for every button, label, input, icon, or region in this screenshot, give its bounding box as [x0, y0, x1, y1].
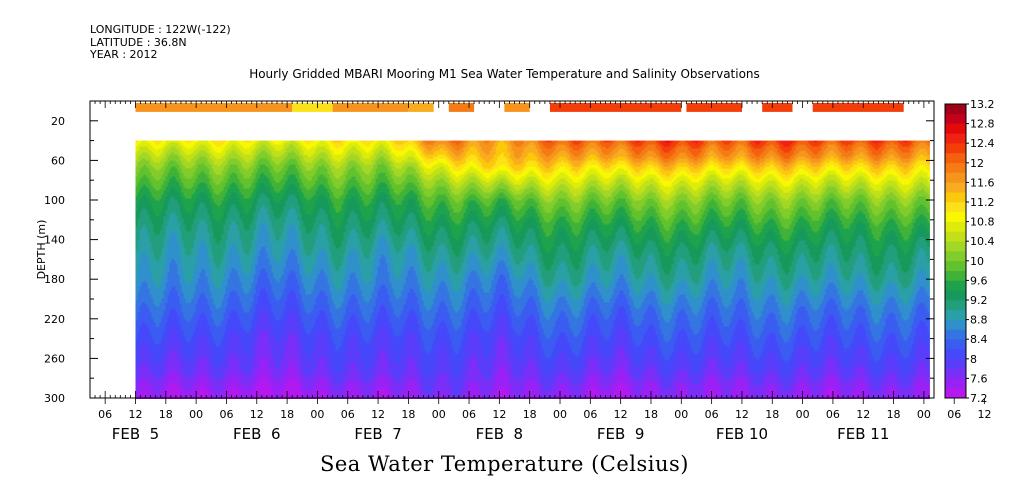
temperature-field — [136, 141, 930, 399]
temperature-heatmap-chart: 2060100140180220260300DEPTH (m)06 12 18 00 0… — [0, 0, 1009, 504]
